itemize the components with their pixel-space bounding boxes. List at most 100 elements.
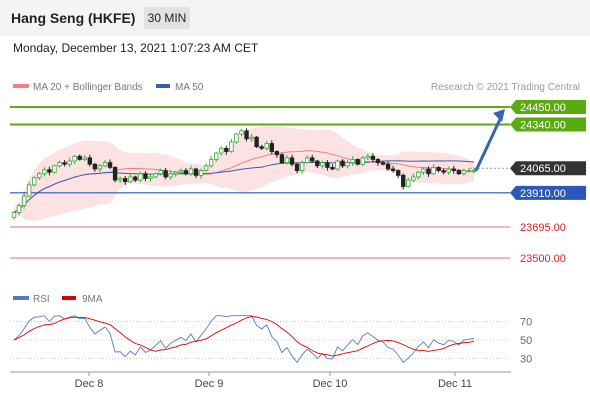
rsi-line (13, 315, 475, 364)
candle (340, 159, 345, 169)
candle-body (249, 136, 254, 140)
candle (208, 156, 214, 168)
level-tag-2 (510, 161, 586, 176)
candle (173, 170, 178, 177)
candle-body (411, 176, 416, 181)
candle (390, 165, 396, 173)
candle (128, 173, 133, 183)
candle (325, 160, 330, 171)
projection-arrow-head (493, 109, 505, 122)
legend-ma50-swatch (156, 84, 170, 88)
candle (436, 166, 441, 173)
candle (249, 134, 254, 142)
candle (441, 168, 446, 175)
chart-credit: Research © 2021 Trading Central (431, 82, 580, 93)
candle-body (325, 162, 330, 168)
candle-body (234, 133, 239, 143)
candle-body (335, 160, 340, 170)
candle-body (82, 157, 87, 160)
candle (102, 160, 108, 168)
candle-body (77, 155, 82, 160)
candle-body (112, 167, 118, 181)
legend-rsi-label: RSI (33, 294, 50, 305)
candle-body (219, 147, 224, 154)
candle-body (57, 162, 62, 167)
candle-body (299, 162, 305, 171)
candle-body (390, 168, 396, 171)
candle (411, 173, 416, 182)
candle (375, 158, 381, 166)
candle-body (158, 170, 163, 175)
candle (26, 181, 32, 198)
candle (416, 170, 421, 180)
candle (193, 167, 199, 179)
level-tag-0 (510, 100, 586, 114)
candle-body (315, 160, 320, 167)
legend-bollinger-label: MA 20 + Bollinger Bands (33, 82, 143, 93)
candle-body (350, 159, 355, 164)
candle-body (304, 157, 310, 164)
level-label-2: 24065.00 (520, 163, 566, 175)
time-axis: Dec 8 Dec 9 Dec 10 Dec 11 (10, 371, 511, 390)
candle-body (284, 157, 290, 164)
candle-body (456, 170, 462, 175)
candle-body (16, 205, 22, 213)
candle-body (21, 195, 27, 206)
candle-body (168, 173, 173, 178)
candle-body (466, 170, 472, 172)
candle (234, 132, 239, 144)
candle-body (97, 165, 103, 170)
candle (16, 203, 22, 216)
level-label-5: 23500.00 (520, 253, 566, 265)
interval-selector[interactable]: 30 MIN (144, 7, 190, 29)
candle-body (380, 162, 386, 165)
candle-body (360, 157, 365, 165)
candle-body (330, 167, 335, 170)
candle-body (294, 163, 300, 171)
candle (320, 160, 325, 169)
candle (360, 155, 365, 166)
x-tick-label-2: Dec 10 (313, 378, 348, 390)
x-tick-label-1: Dec 9 (195, 378, 224, 390)
candle (72, 155, 77, 165)
candle-body (254, 136, 259, 148)
candle-body (436, 167, 441, 171)
candle-body (72, 155, 77, 162)
candle (446, 166, 451, 175)
candle (123, 175, 128, 185)
candle (239, 128, 244, 137)
candle-body (92, 163, 98, 170)
candle (77, 154, 82, 161)
candle-body (340, 160, 345, 167)
x-tick-label-0: Dec 8 (75, 378, 104, 390)
candle (456, 169, 462, 176)
candle-body (107, 162, 113, 168)
candle (315, 159, 320, 169)
candle (21, 193, 27, 209)
candle-body (269, 143, 275, 152)
candle (178, 168, 184, 174)
level-label-1: 24340.00 (520, 119, 566, 131)
candle-body (42, 169, 47, 175)
candle (264, 141, 269, 151)
candle (294, 162, 300, 174)
candle (289, 154, 295, 167)
candle-body (123, 178, 128, 183)
candle-body (62, 162, 67, 165)
candle (87, 154, 93, 167)
candle (269, 140, 275, 155)
rsi-ma-line (13, 316, 475, 357)
rsi-tick-2: 30 (520, 354, 532, 366)
candle-body (264, 143, 269, 149)
candle-body (47, 169, 52, 173)
candle-body (133, 176, 138, 181)
candle-body (138, 173, 143, 181)
candle (52, 164, 57, 174)
candle-body (203, 165, 209, 171)
candle-body (345, 162, 350, 167)
candle (11, 211, 17, 220)
candle-body (208, 159, 214, 167)
level-label-4: 23695.00 (520, 222, 566, 234)
candle (385, 161, 391, 171)
candle (355, 158, 360, 166)
